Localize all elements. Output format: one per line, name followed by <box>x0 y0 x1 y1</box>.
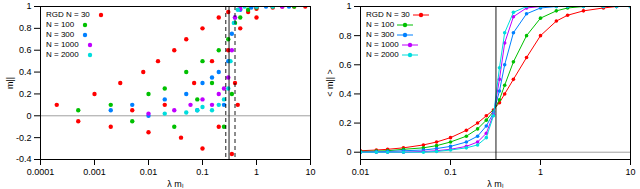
svg-text:0.0001: 0.0001 <box>27 167 55 177</box>
html-text:N = 1000: N = 1000 <box>46 40 79 49</box>
svg-text:0.2: 0.2 <box>19 89 32 99</box>
html-text:RGD N = 30: RGD N = 30 <box>46 10 90 19</box>
svg-text:-0.4: -0.4 <box>16 154 32 164</box>
html-text:N = 300: N = 300 <box>366 30 395 39</box>
svg-text:0.4: 0.4 <box>339 89 352 99</box>
svg-text:0.01: 0.01 <box>140 167 158 177</box>
svg-text:0.1: 0.1 <box>196 167 209 177</box>
svg-text:1: 1 <box>538 167 543 177</box>
svg-text:10: 10 <box>625 167 635 177</box>
svg-text:0.6: 0.6 <box>339 60 352 70</box>
html-text:N = 100: N = 100 <box>46 20 75 29</box>
svg-text:1: 1 <box>254 167 259 177</box>
html-text:RGD N = 30: RGD N = 30 <box>366 10 410 19</box>
svg-text:λ mₗ: λ mₗ <box>167 179 184 189</box>
svg-text:0.8: 0.8 <box>339 31 352 41</box>
html-text:N = 2000: N = 2000 <box>366 50 399 59</box>
svg-text:0.001: 0.001 <box>83 167 106 177</box>
html-text:N = 1000: N = 1000 <box>366 40 399 49</box>
svg-text:0: 0 <box>346 147 351 157</box>
svg-text:0.6: 0.6 <box>19 45 32 55</box>
svg-text:λ mₗ: λ mₗ <box>487 179 504 189</box>
svg-text:10: 10 <box>305 167 315 177</box>
html-text:N = 2000: N = 2000 <box>46 50 79 59</box>
svg-text:0.01: 0.01 <box>352 167 370 177</box>
html-text:N = 100: N = 100 <box>366 20 395 29</box>
svg-text:0: 0 <box>26 111 31 121</box>
html-text:N = 300: N = 300 <box>46 30 75 39</box>
svg-text:0.2: 0.2 <box>339 118 352 128</box>
svg-text:m||: m|| <box>5 77 15 89</box>
svg-text:-0.2: -0.2 <box>16 133 32 143</box>
svg-text:0.1: 0.1 <box>444 167 457 177</box>
svg-text:1: 1 <box>346 1 351 11</box>
svg-text:< m|| >: < m|| > <box>325 69 335 97</box>
svg-text:0.8: 0.8 <box>19 23 32 33</box>
svg-text:1: 1 <box>26 1 31 11</box>
svg-text:0.4: 0.4 <box>19 67 32 77</box>
